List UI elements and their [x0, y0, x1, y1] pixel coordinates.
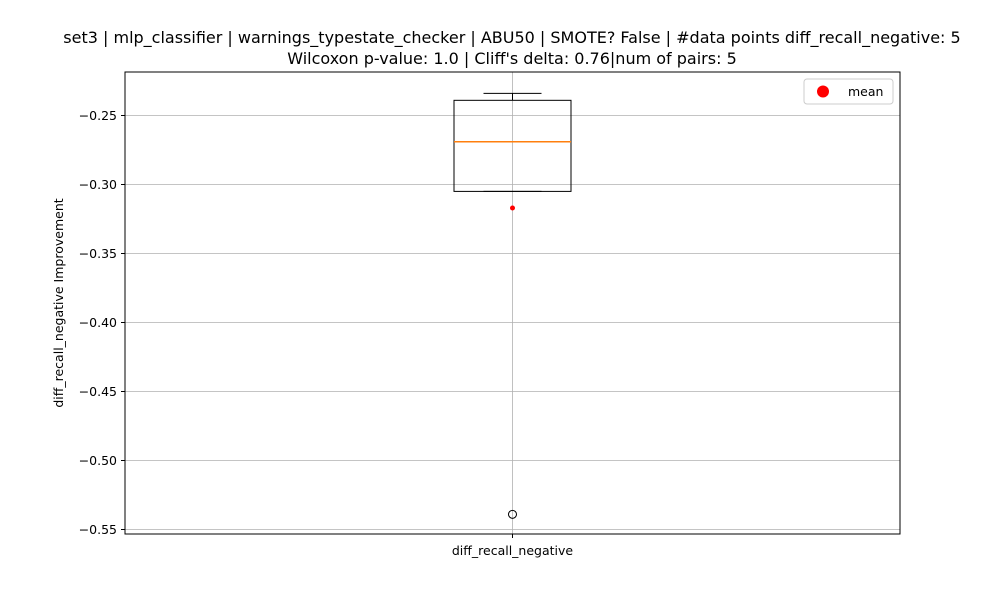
grid	[125, 72, 900, 534]
y-axis-label: diff_recall_negative Improvement	[51, 198, 66, 407]
chart-title-line-2: Wilcoxon p-value: 1.0 | Cliff's delta: 0…	[287, 49, 737, 68]
legend: mean	[803, 78, 894, 105]
axes: −0.25 −0.30 −0.35 −0.40 −0.45 −0.50 −0.55 diff_…	[79, 108, 574, 558]
y-tick-label: −0.55	[79, 522, 117, 537]
y-tick-label: −0.30	[79, 177, 117, 192]
legend-mean-marker	[817, 85, 829, 98]
y-tick-label: −0.40	[79, 315, 117, 330]
legend-frame	[803, 78, 894, 105]
box-plot	[453, 92, 572, 519]
mean-marker	[510, 205, 515, 211]
chart-title-line-1: set3 | mlp_classifier | warnings_typesta…	[63, 28, 960, 48]
y-tick-label: −0.25	[79, 108, 117, 123]
box-iqr	[453, 99, 572, 192]
outlier-point	[508, 509, 517, 519]
x-tick-label: diff_recall_negative	[452, 543, 574, 558]
y-tick-label: −0.35	[79, 246, 117, 261]
y-tick-label: −0.50	[79, 453, 117, 468]
legend-mean-label: mean	[848, 84, 883, 99]
y-tick-label: −0.45	[79, 384, 117, 399]
